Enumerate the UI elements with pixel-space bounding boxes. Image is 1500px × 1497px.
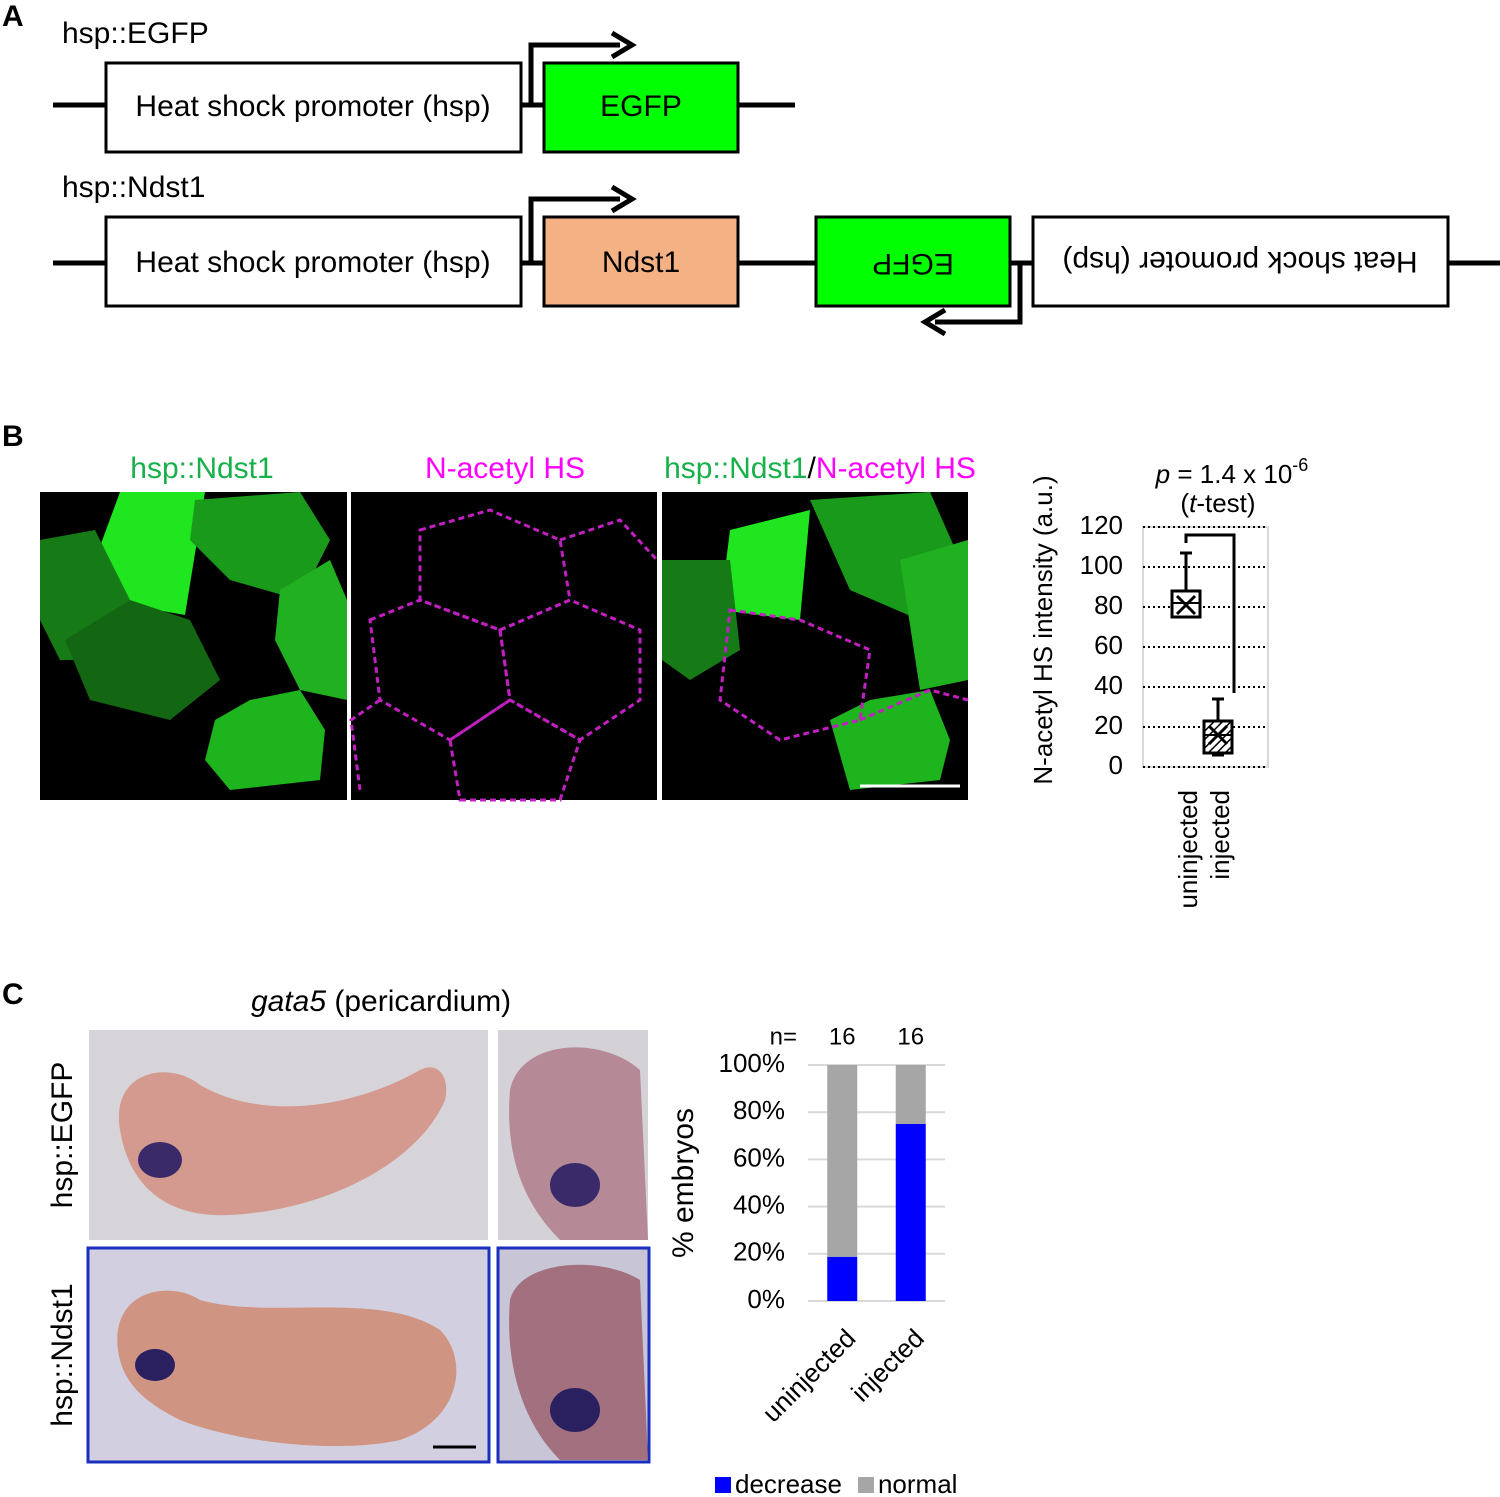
legend-swatch [857,1477,874,1493]
bar-segment [827,1065,858,1257]
y-tick-label: 40 [1094,670,1123,700]
micrograph-merge [662,492,969,800]
reverse-gene-label: EGFP [872,247,954,280]
y-tick-label: 100% [719,1048,786,1078]
image-title: hsp::Ndst1 [130,452,273,485]
legend-label: decrease [735,1469,842,1497]
merge-title-part: / [808,452,817,485]
reverse-promoter-label: Heat shock promoter (hsp) [1062,245,1417,278]
arrow-head [610,184,637,214]
promoter-label: Heat shock promoter (hsp) [135,90,490,123]
merge-title-part: N-acetyl HS [816,452,976,485]
y-tick-label: 20 [1094,710,1123,740]
test-part: -test) [1196,488,1255,518]
arrow-head [920,307,947,337]
x-tick-label: uninjected [1173,790,1203,909]
promoter-box [104,215,523,308]
gene-label: EGFP [600,90,682,123]
y-tick-label: 60 [1094,630,1123,660]
legend-label: normal [878,1469,957,1497]
reverse-arrow [935,263,1023,325]
promoter-box [104,61,523,154]
box-group [1170,551,1202,619]
y-tick-label: 0% [747,1284,785,1314]
y-tick-label: 20% [733,1237,785,1267]
box-group [1202,697,1234,757]
image-title: N-acetyl HS [425,452,585,485]
y-tick-label: 80 [1094,590,1123,620]
x-tick-label: injected [845,1323,930,1408]
n-value: 16 [897,1023,924,1050]
title-rest: (pericardium) [326,985,511,1018]
mean-marker [1207,724,1229,746]
x-tick-label: uninjected [756,1323,861,1428]
embryo-photos [86,1030,651,1464]
gene-label: Ndst1 [602,246,680,279]
test-part: t [1189,488,1198,518]
reverse-promoter-box [1031,215,1450,308]
p-value: p = 1.4 x 10-6 [1155,455,1309,489]
p-text: = 1.4 x 10 [1170,459,1292,489]
test-part: ( [1180,488,1189,518]
title-italic: gata5 [251,985,326,1018]
gene-box [542,215,740,308]
panel-label: A [2,0,24,33]
significance-bracket [1184,533,1236,693]
arrow-head [610,30,637,60]
panel-label: B [2,420,24,453]
construct-a: hsp::EGFP Heat shock promoter (hsp) EGFP [53,17,795,154]
mean-marker [1175,594,1197,616]
promoter-label: Heat shock promoter (hsp) [135,246,490,279]
legend-swatch [715,1477,731,1493]
y-tick-label: 60% [733,1142,785,1172]
y-axis-label: % embryos [667,1108,700,1258]
test-name: (t-test) [1180,488,1255,518]
y-tick-label: 80% [733,1095,785,1125]
construct-b: hsp::Ndst1 Heat shock promoter (hsp) Nds… [53,171,1500,337]
construct-name: hsp::EGFP [62,17,209,50]
n-value: 16 [829,1023,856,1050]
p-exponent: -6 [1292,455,1308,475]
y-axis-label: N-acetyl HS intensity (a.u.) [1028,475,1058,784]
y-tick-label: 40% [733,1189,785,1219]
y-tick-label: 100 [1080,550,1123,580]
p-symbol: p [1155,459,1170,489]
reverse-gene-box [814,215,1012,308]
y-tick-label: 120 [1080,510,1123,540]
merge-title-part: hsp::Ndst1 [664,452,807,485]
row-label: hsp::Ndst1 [46,1283,79,1426]
bar-segment [827,1256,858,1301]
bar-segment [895,1124,926,1301]
image-title: hsp::Ndst1/N-acetyl HS [664,452,976,485]
arrow [528,196,620,263]
construct-name: hsp::Ndst1 [62,171,205,204]
n-label: n= [770,1023,797,1050]
x-tick-label: injected [1205,790,1235,880]
row-label: hsp::EGFP [46,1062,79,1209]
panel-c-title: gata5 (pericardium) [251,985,511,1018]
arrow [528,42,620,105]
micrograph-green [40,492,347,800]
gene-box [542,61,740,154]
micrograph-magenta [349,492,659,802]
panel-label: C [2,978,24,1011]
y-tick-label: 0 [1109,750,1123,780]
bar-segment [895,1065,926,1124]
